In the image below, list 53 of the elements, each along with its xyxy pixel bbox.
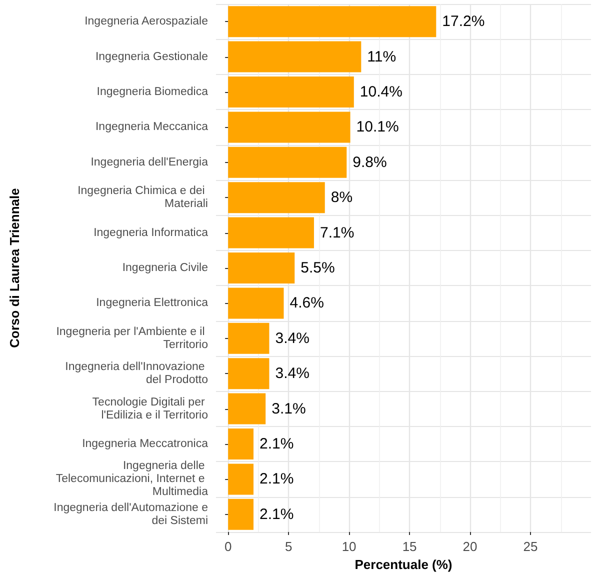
data-label: 2.1% (260, 470, 294, 488)
x-tick-label: 25 (523, 539, 538, 554)
y-tick-label: Ingegneria Meccatronica (82, 438, 209, 450)
bar (228, 76, 354, 108)
y-tick-label: Ingegneria Informatica (94, 226, 209, 239)
data-label: 10.1% (356, 118, 399, 136)
y-tick-label: Ingegneria Civile (122, 262, 208, 274)
x-axis-title: Percentuale (%) (354, 557, 452, 572)
bar (228, 428, 254, 460)
bar (228, 288, 284, 319)
y-tick-label: Ingegneria dell'Energia (90, 156, 209, 168)
data-label: 8% (330, 189, 353, 206)
bar (228, 464, 254, 495)
y-tick-label: Ingegneria Biomedica (96, 86, 209, 98)
bar (228, 393, 266, 424)
x-tick-label: 0 (224, 539, 232, 554)
x-tick-label: 15 (402, 539, 417, 554)
data-label: 4.6% (290, 294, 324, 312)
x-tick-label: 5 (284, 539, 292, 554)
bar (228, 112, 350, 143)
y-tick-label: Tecnologie Digitali per l'Edilizia e il Territorio (92, 396, 208, 422)
data-label: 2.1% (260, 506, 294, 523)
y-tick-label: Ingegneria Meccanica (95, 121, 209, 134)
x-tick-label: 10 (342, 539, 356, 554)
bar (228, 252, 295, 284)
data-label: 5.5% (300, 260, 335, 276)
bar (228, 41, 362, 72)
data-label: 11% (367, 48, 396, 66)
bar (228, 217, 314, 248)
y-tick-label: Ingegneria Gestionale (95, 50, 208, 63)
data-label: 3.1% (272, 400, 306, 418)
data-label: 10.4% (360, 84, 402, 100)
y-tick-label: Ingegneria dell'Automazione e dei Sistemi (54, 502, 208, 527)
data-label: 2.1% (260, 436, 294, 452)
bar (228, 322, 270, 354)
bar (228, 146, 347, 178)
y-axis-title: Corso di Laurea Triennale (7, 188, 22, 348)
data-label: 7.1% (320, 224, 354, 242)
x-tick-label: 20 (462, 539, 478, 554)
y-tick-label: Ingegneria dell'Innovazione del Prodotto (65, 361, 208, 386)
y-tick-label: Ingegneria delle Telecomunicazioni, Internet e Multimedia (56, 460, 209, 498)
data-label: 3.4% (275, 330, 310, 347)
data-label: 3.4% (275, 365, 310, 382)
y-tick-label: Ingegneria Aerospaziale (84, 16, 208, 28)
bar (228, 498, 254, 530)
y-tick-label: Ingegneria per l'Ambiente e il Territorio (56, 326, 208, 351)
bar (228, 6, 436, 38)
data-label: 17.2% (442, 13, 485, 30)
bar (228, 182, 325, 214)
bar (228, 358, 270, 390)
y-tick-label: Ingegneria Elettronica (96, 297, 209, 310)
y-tick-label: Ingegneria Chimica e dei Materiali (78, 185, 208, 210)
data-label: 9.8% (352, 154, 387, 171)
